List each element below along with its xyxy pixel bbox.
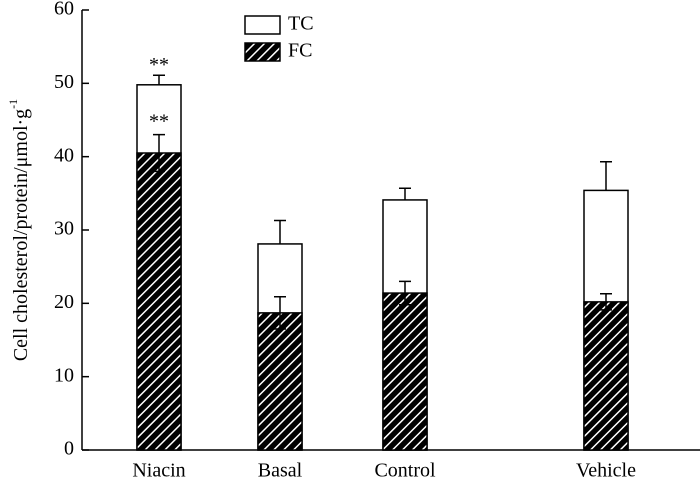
error-bar: [153, 133, 165, 173]
significance-mark: **: [149, 110, 169, 132]
y-tick-label: 10: [54, 364, 74, 386]
y-tick-label: 0: [64, 438, 74, 460]
error-bar: [399, 280, 411, 306]
y-tick-label: 40: [54, 144, 74, 166]
y-axis-label: Cell cholesterol/protein/μmol·g-1: [6, 99, 32, 361]
legend-label: TC: [288, 13, 314, 35]
bar: [136, 152, 182, 451]
error-bar: [274, 295, 286, 330]
significance-mark: **: [149, 54, 169, 76]
error-bar: [600, 293, 612, 311]
bar: [382, 292, 428, 451]
y-tick-label: 30: [54, 218, 74, 240]
error-bar: [274, 219, 286, 244]
error-bar: [153, 74, 165, 85]
legend-swatch: [244, 15, 281, 35]
x-tick-label: Vehicle: [576, 460, 636, 482]
error-bar: [399, 187, 411, 200]
y-label-text: Cell cholesterol/protein/μmol·g: [10, 109, 32, 361]
y-tick-label: 60: [54, 0, 74, 20]
error-bar: [600, 161, 612, 191]
y-tick-label: 20: [54, 291, 74, 313]
y-label-superscript: -1: [6, 99, 20, 109]
bar: [583, 301, 629, 451]
x-tick-label: Control: [374, 460, 436, 482]
legend-label: FC: [288, 40, 312, 62]
y-tick-label: 50: [54, 71, 74, 93]
x-tick-label: Basal: [258, 460, 303, 482]
x-tick-label: Niacin: [132, 460, 185, 482]
bar: [257, 312, 303, 451]
legend-swatch: [244, 42, 281, 62]
